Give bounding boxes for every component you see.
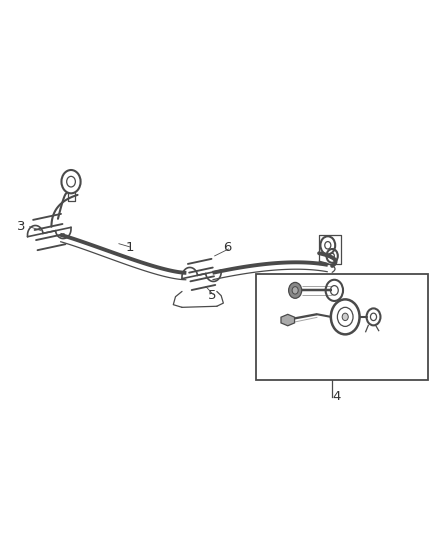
- Text: 4: 4: [332, 390, 341, 403]
- Circle shape: [342, 313, 348, 320]
- Text: 7: 7: [273, 284, 282, 297]
- Text: 1: 1: [126, 241, 134, 254]
- Text: 2: 2: [404, 305, 413, 318]
- Text: 3: 3: [17, 220, 25, 233]
- Text: 8: 8: [272, 316, 280, 329]
- Text: 6: 6: [223, 241, 232, 254]
- Circle shape: [289, 282, 302, 298]
- Circle shape: [292, 287, 298, 294]
- Polygon shape: [281, 314, 294, 326]
- Bar: [256, 274, 428, 381]
- Text: 5: 5: [208, 289, 217, 302]
